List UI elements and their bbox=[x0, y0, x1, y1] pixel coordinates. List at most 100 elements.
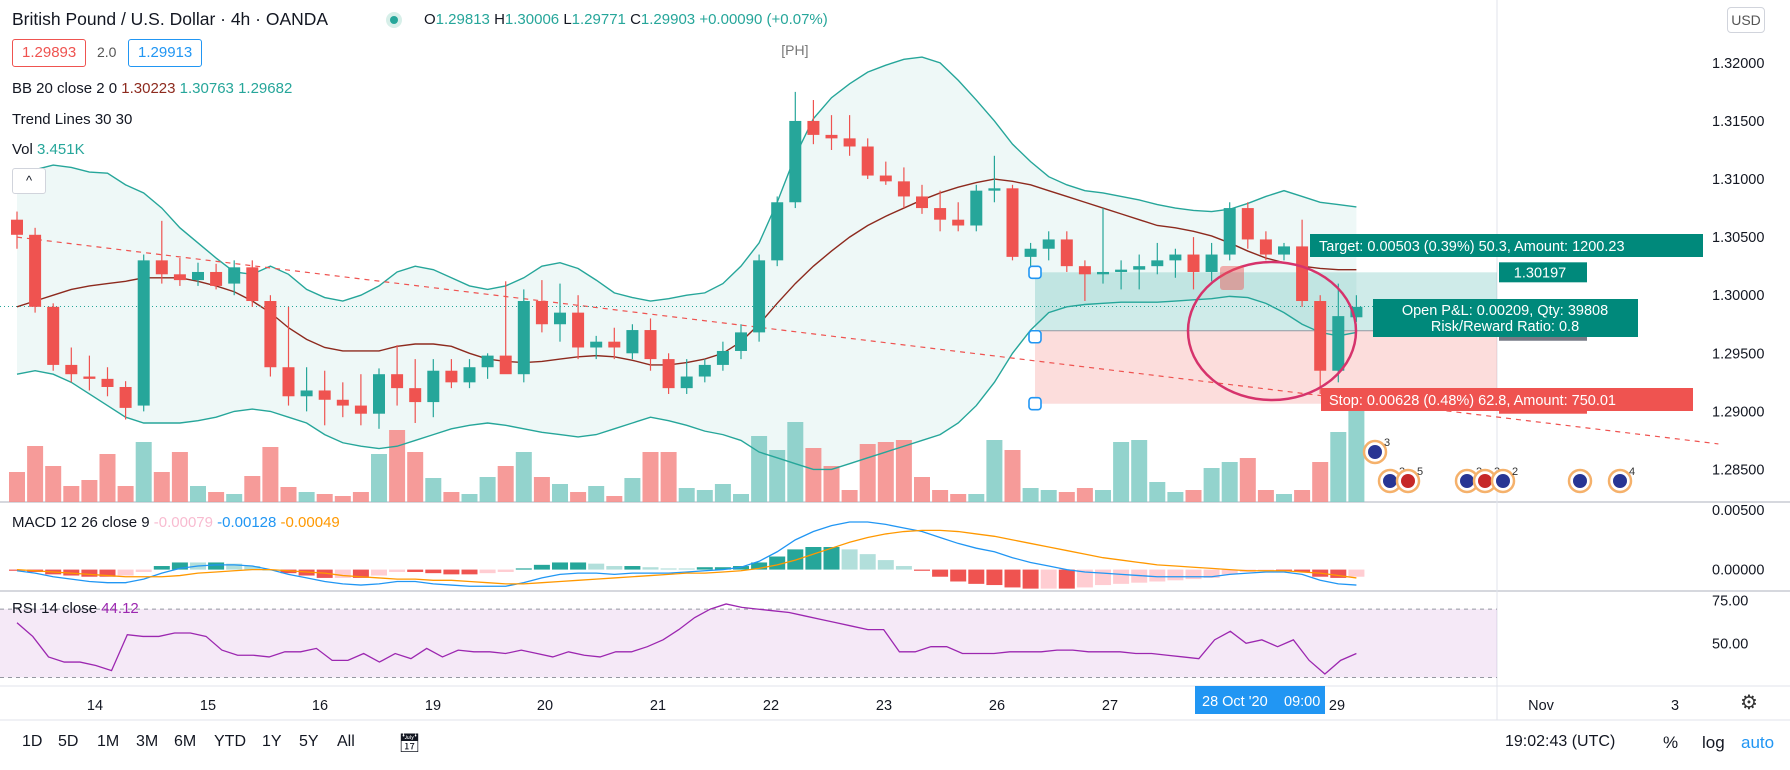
candle[interactable] bbox=[391, 345, 404, 406]
currency-button[interactable]: USD bbox=[1727, 7, 1765, 33]
candle[interactable] bbox=[1205, 242, 1218, 282]
candle[interactable] bbox=[463, 359, 476, 389]
event-marker[interactable] bbox=[1567, 468, 1593, 494]
candle[interactable] bbox=[698, 359, 711, 383]
candle[interactable] bbox=[626, 324, 639, 360]
candle[interactable] bbox=[155, 220, 168, 284]
collapse-legend-button[interactable]: ^ bbox=[12, 168, 46, 194]
candle[interactable] bbox=[246, 260, 259, 307]
candle[interactable] bbox=[101, 367, 114, 397]
candle[interactable] bbox=[517, 289, 530, 383]
volume-legend[interactable]: Vol 3.451K bbox=[12, 141, 85, 158]
candle[interactable] bbox=[789, 91, 802, 209]
event-marker[interactable]: 3 bbox=[1362, 437, 1390, 465]
candle[interactable] bbox=[137, 254, 150, 412]
utc-clock[interactable]: 19:02:43 (UTC) bbox=[1505, 733, 1616, 750]
candle[interactable] bbox=[1133, 254, 1146, 290]
candle[interactable] bbox=[1259, 231, 1272, 261]
economic-events[interactable]: 3 35 232 4 bbox=[1362, 437, 1635, 494]
candle[interactable] bbox=[662, 353, 675, 394]
candles[interactable] bbox=[11, 91, 1363, 429]
candle[interactable] bbox=[1006, 184, 1019, 261]
candle[interactable] bbox=[825, 115, 838, 150]
candle[interactable] bbox=[1115, 260, 1128, 290]
range-button-5d[interactable]: 5D bbox=[58, 733, 79, 750]
candle[interactable] bbox=[934, 190, 947, 232]
range-button-1m[interactable]: 1M bbox=[97, 733, 120, 750]
bb-legend[interactable]: BB 20 close 2 0 1.30223 1.30763 1.29682 bbox=[12, 80, 292, 97]
candle[interactable] bbox=[843, 115, 856, 156]
candle[interactable] bbox=[427, 359, 440, 418]
candle[interactable] bbox=[952, 202, 965, 232]
candle[interactable] bbox=[1350, 295, 1363, 322]
candle[interactable] bbox=[192, 262, 204, 286]
candle[interactable] bbox=[336, 382, 349, 418]
buy-button[interactable]: 1.29913 bbox=[128, 39, 203, 67]
candle[interactable] bbox=[282, 306, 295, 406]
candle[interactable] bbox=[970, 184, 983, 232]
candle[interactable] bbox=[1169, 248, 1182, 278]
event-marker[interactable]: 232 bbox=[1454, 466, 1518, 494]
candle[interactable] bbox=[590, 335, 603, 360]
candle[interactable] bbox=[210, 263, 223, 290]
candle[interactable] bbox=[300, 367, 313, 412]
candle[interactable] bbox=[572, 295, 585, 360]
log-scale-button[interactable]: log bbox=[1702, 733, 1725, 752]
candle[interactable] bbox=[1241, 202, 1254, 249]
trendlines-legend[interactable]: Trend Lines 30 30 bbox=[12, 111, 133, 128]
candle[interactable] bbox=[264, 295, 277, 377]
candle[interactable] bbox=[1151, 242, 1164, 275]
candle[interactable] bbox=[1097, 208, 1109, 284]
auto-scale-button[interactable]: auto bbox=[1741, 733, 1775, 752]
event-marker[interactable]: 4 bbox=[1607, 466, 1635, 494]
candle[interactable] bbox=[861, 138, 874, 180]
candle[interactable] bbox=[47, 303, 60, 371]
candle[interactable] bbox=[1296, 219, 1309, 307]
rsi-legend[interactable]: RSI 14 close 44.12 bbox=[12, 600, 139, 617]
candle[interactable] bbox=[1332, 283, 1345, 383]
range-button-all[interactable]: All bbox=[337, 733, 355, 750]
macd-legend[interactable]: MACD 12 26 close 9 -0.00079 -0.00128 -0.… bbox=[12, 514, 340, 531]
candle[interactable] bbox=[735, 324, 747, 360]
range-button-1d[interactable]: 1D bbox=[22, 733, 43, 750]
candle[interactable] bbox=[83, 355, 96, 391]
candle[interactable] bbox=[65, 347, 78, 383]
candle[interactable] bbox=[1078, 260, 1091, 302]
event-marker[interactable]: 35 bbox=[1377, 466, 1423, 494]
candle[interactable] bbox=[1042, 231, 1055, 261]
candle[interactable] bbox=[807, 100, 820, 145]
candle[interactable] bbox=[1187, 237, 1200, 290]
candle[interactable] bbox=[608, 327, 621, 360]
candle[interactable] bbox=[1024, 242, 1037, 267]
candle[interactable] bbox=[879, 161, 892, 185]
candle[interactable] bbox=[445, 359, 458, 389]
gear-icon[interactable]: ⚙ bbox=[1740, 692, 1758, 714]
candle[interactable] bbox=[753, 254, 766, 342]
candle[interactable] bbox=[988, 155, 1001, 203]
candle[interactable] bbox=[1278, 242, 1290, 261]
candle[interactable] bbox=[716, 341, 729, 371]
position-handle[interactable] bbox=[1028, 396, 1042, 411]
sell-button[interactable]: 1.29893 bbox=[12, 39, 87, 67]
candle[interactable] bbox=[916, 184, 928, 214]
candle[interactable] bbox=[318, 370, 331, 426]
range-button-6m[interactable]: 6M bbox=[174, 733, 197, 750]
symbol-title[interactable]: British Pound / U.S. Dollar · 4h · OANDA bbox=[12, 9, 329, 29]
position-tool[interactable]: Target: 0.00503 (0.39%) 50.3, Amount: 12… bbox=[1028, 234, 1703, 411]
candle[interactable] bbox=[535, 280, 548, 333]
candle[interactable] bbox=[481, 353, 494, 379]
candle[interactable] bbox=[897, 167, 910, 209]
range-button-ytd[interactable]: YTD bbox=[214, 733, 246, 750]
position-handle[interactable] bbox=[1028, 329, 1042, 344]
candle[interactable] bbox=[680, 359, 693, 394]
range-button-5y[interactable]: 5Y bbox=[299, 733, 319, 750]
position-handle[interactable] bbox=[1028, 265, 1042, 280]
candle[interactable] bbox=[11, 211, 23, 249]
candle[interactable] bbox=[228, 260, 241, 296]
candle[interactable] bbox=[119, 381, 132, 420]
candle[interactable] bbox=[499, 281, 512, 375]
candle[interactable] bbox=[1314, 295, 1327, 394]
range-button-1y[interactable]: 1Y bbox=[262, 733, 282, 750]
percent-scale-button[interactable]: % bbox=[1663, 733, 1679, 752]
